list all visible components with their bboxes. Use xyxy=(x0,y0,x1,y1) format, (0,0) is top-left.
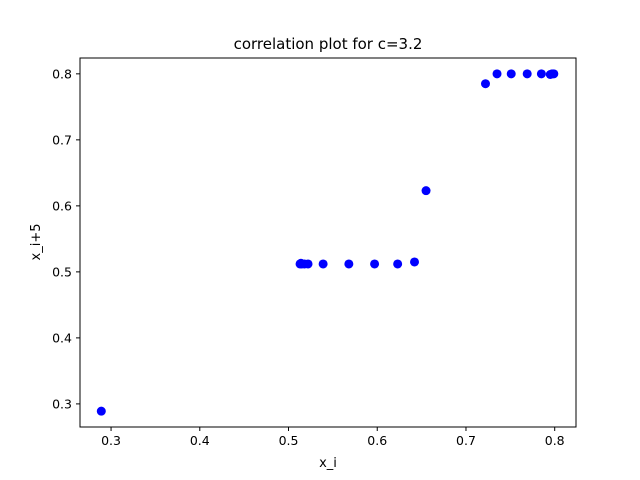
axes-frame xyxy=(79,57,577,428)
y-tick-label: 0.6 xyxy=(52,198,72,213)
y-tick-label: 0.3 xyxy=(52,396,72,411)
y-axis-label: x_i+5 xyxy=(29,224,44,261)
x-tick-label: 0.3 xyxy=(101,433,121,448)
plot-area xyxy=(96,69,559,416)
data-point xyxy=(480,79,490,89)
data-point xyxy=(344,259,354,269)
data-point xyxy=(536,69,546,79)
data-point xyxy=(96,406,106,416)
data-point xyxy=(410,257,420,267)
chart-title: correlation plot for c=3.2 xyxy=(234,35,423,53)
x-tick-label: 0.4 xyxy=(190,433,210,448)
x-axis-label: x_i xyxy=(319,456,337,471)
y-tick-label: 0.7 xyxy=(52,132,72,147)
x-tick-label: 0.6 xyxy=(367,433,387,448)
data-point xyxy=(522,69,532,79)
x-tick-label: 0.5 xyxy=(279,433,299,448)
x-tick-label: 0.7 xyxy=(456,433,476,448)
data-point xyxy=(421,186,431,196)
y-tick-label: 0.5 xyxy=(52,264,72,279)
data-point xyxy=(370,259,380,269)
data-point xyxy=(303,259,313,269)
data-point xyxy=(549,69,559,79)
data-point xyxy=(506,69,516,79)
data-point xyxy=(318,259,328,269)
data-point xyxy=(393,259,403,269)
x-tick-label: 0.8 xyxy=(545,433,565,448)
y-tick-label: 0.8 xyxy=(52,66,72,81)
data-point xyxy=(492,69,502,79)
y-tick-label: 0.4 xyxy=(52,330,72,345)
